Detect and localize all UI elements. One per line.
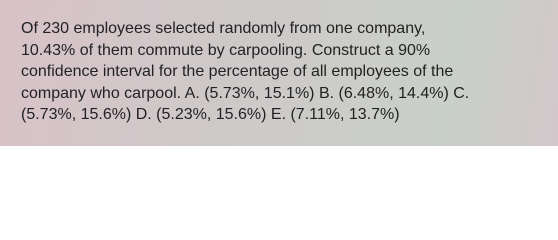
- question-line: company who carpool. A. (5.73%, 15.1%) B…: [21, 84, 470, 102]
- question-line: Of 230 employees selected randomly from …: [21, 20, 426, 37]
- question-line: confidence interval for the percentage o…: [21, 63, 454, 80]
- question-line: (5.73%, 15.6%) D. (5.23%, 15.6%) E. (7.1…: [21, 106, 400, 123]
- question-card: Of 230 employees selected randomly from …: [0, 0, 558, 146]
- question-line: 10.43% of them commute by carpooling. Co…: [21, 41, 431, 59]
